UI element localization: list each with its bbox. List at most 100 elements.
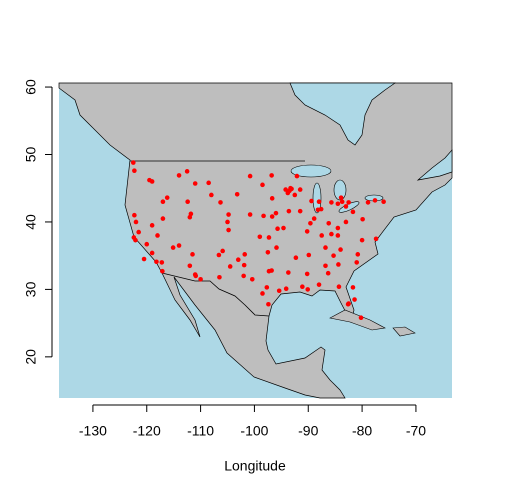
point — [149, 179, 155, 184]
y-tick-label: 50 — [23, 147, 39, 163]
point — [241, 273, 246, 279]
point — [335, 201, 341, 207]
gulf-st-lawrence — [416, 149, 453, 181]
y-tick-label: 60 — [23, 79, 39, 95]
point — [323, 263, 328, 269]
point — [331, 253, 336, 258]
point — [306, 252, 312, 258]
point — [373, 236, 379, 242]
point — [257, 234, 263, 240]
point — [225, 219, 230, 225]
x-tick-label: -100 — [240, 423, 268, 439]
point — [133, 219, 139, 225]
point — [184, 169, 190, 174]
point — [198, 276, 203, 282]
point — [249, 276, 255, 282]
point — [283, 187, 288, 192]
border — [161, 272, 270, 317]
point — [226, 227, 231, 233]
point — [355, 252, 361, 257]
point — [372, 198, 378, 203]
point — [154, 259, 159, 265]
point — [220, 248, 225, 254]
point — [241, 262, 247, 268]
point — [316, 282, 322, 287]
y-tick-label: 30 — [23, 281, 39, 297]
point — [260, 182, 265, 188]
point — [149, 223, 155, 228]
points — [130, 160, 386, 321]
point — [319, 233, 325, 238]
y-tick-label: 40 — [23, 214, 39, 230]
point — [343, 219, 349, 225]
point — [187, 263, 193, 269]
point — [247, 212, 253, 217]
point — [311, 216, 317, 221]
point — [176, 243, 182, 248]
point — [242, 252, 248, 257]
point — [216, 252, 222, 258]
point — [190, 252, 195, 257]
point — [335, 225, 341, 231]
point — [352, 297, 357, 302]
x-axis-label: Longitude — [224, 458, 286, 474]
point — [247, 173, 253, 179]
point — [160, 199, 166, 205]
point — [160, 268, 165, 274]
point — [185, 199, 190, 205]
point — [309, 198, 314, 204]
point — [326, 220, 332, 226]
point — [360, 216, 365, 222]
point — [226, 212, 231, 217]
point — [359, 237, 365, 243]
point — [323, 245, 328, 250]
point — [266, 301, 271, 307]
point — [160, 216, 166, 221]
point — [206, 180, 211, 186]
point — [260, 291, 265, 296]
point — [316, 199, 322, 205]
point — [350, 209, 356, 215]
point — [193, 273, 199, 279]
point — [336, 262, 341, 267]
point — [283, 286, 289, 292]
point — [325, 270, 331, 276]
point — [350, 285, 356, 290]
point — [218, 200, 223, 205]
point — [133, 237, 138, 243]
point — [132, 168, 137, 173]
point — [234, 191, 240, 197]
point — [338, 195, 344, 200]
point — [329, 200, 334, 205]
point — [261, 213, 266, 219]
point — [329, 231, 334, 237]
point — [176, 173, 182, 178]
point — [188, 211, 194, 217]
island — [392, 326, 416, 337]
point — [192, 181, 198, 186]
point — [266, 268, 272, 274]
point — [286, 270, 291, 275]
lake — [333, 179, 347, 201]
x-tick-label: -120 — [133, 423, 161, 439]
point — [265, 250, 271, 255]
point — [266, 235, 272, 240]
point — [227, 264, 233, 269]
point — [170, 245, 176, 250]
y-tick-label: 20 — [23, 349, 39, 365]
x-tick-label: -130 — [79, 423, 107, 439]
point — [343, 204, 349, 209]
island — [329, 309, 386, 331]
point — [336, 284, 342, 290]
point — [269, 196, 275, 201]
point — [304, 271, 310, 277]
point — [292, 192, 298, 198]
x-tick-label: -90 — [298, 423, 318, 439]
point — [164, 195, 170, 200]
point — [381, 199, 386, 205]
point — [286, 208, 292, 214]
x-tick-label: -70 — [406, 423, 426, 439]
point — [144, 241, 150, 247]
